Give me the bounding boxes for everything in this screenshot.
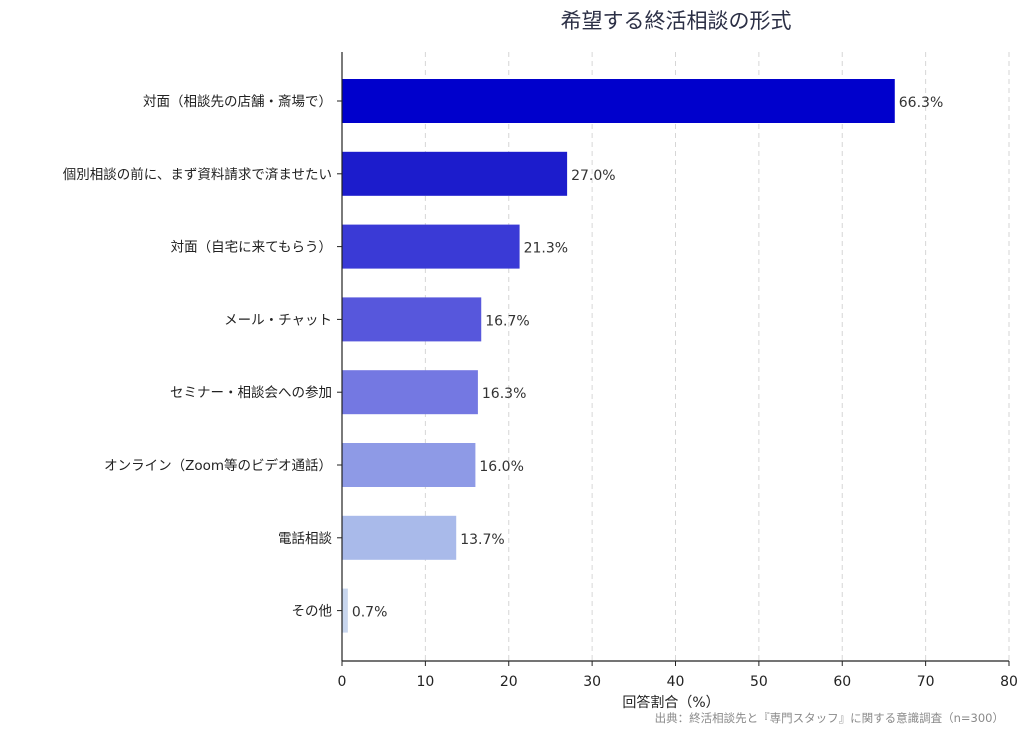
x-tick-label: 60	[833, 674, 851, 690]
x-tick-label: 80	[1000, 674, 1018, 690]
bar	[342, 515, 457, 560]
bar	[342, 588, 348, 633]
category-label: 個別相談の前に、まず資料請求で済ませたい	[63, 166, 332, 183]
value-label: 16.3%	[482, 386, 526, 402]
bar	[342, 79, 895, 123]
x-tick-label: 20	[500, 674, 518, 690]
source-note: 出典：終活相談先と『専門スタッフ』に関する意識調査（n=300）	[655, 711, 1004, 725]
value-label: 0.7%	[352, 605, 388, 621]
category-label: セミナー・相談会への参加	[170, 384, 332, 401]
value-labels: 66.3% 27.0% 21.3% 16.7% 16.3% 16.0% 13.7% 0.7%	[352, 95, 943, 621]
x-ticks: 0 10 20 30 40 50 60 70 80	[338, 661, 1018, 690]
value-label: 16.0%	[479, 459, 523, 475]
value-label: 16.7%	[485, 313, 529, 329]
x-tick-label: 50	[750, 674, 768, 690]
bar	[342, 370, 478, 415]
category-label: オンライン（Zoom等のビデオ通話）	[104, 457, 332, 474]
bar	[342, 297, 482, 342]
category-label: 電話相談	[278, 530, 332, 547]
value-label: 21.3%	[524, 241, 568, 257]
chart-title: 希望する終活相談の形式	[561, 9, 792, 33]
grid-lines	[424, 52, 1010, 661]
category-label: その他	[292, 604, 333, 620]
value-label: 13.7%	[460, 532, 504, 548]
x-tick-label: 40	[667, 674, 685, 690]
category-labels: 対面（相談先の店舗・斎場で） 個別相談の前に、まず資料請求で済ませたい対面（自宅に…	[63, 93, 342, 620]
bar	[342, 151, 568, 196]
bars	[342, 79, 895, 633]
value-label: 66.3%	[899, 95, 943, 111]
category-label: メール・チャット	[224, 312, 332, 328]
x-axis-label: 回答割合（%）	[622, 694, 719, 711]
category-label: 対面（自宅に来てもらう）	[171, 240, 332, 256]
x-tick-label: 70	[917, 674, 935, 690]
bar	[342, 224, 520, 269]
x-tick-label: 30	[583, 674, 601, 690]
category-label: 対面（相談先の店舗・斎場で）	[143, 93, 332, 110]
bar	[342, 443, 476, 487]
x-tick-label: 10	[416, 674, 434, 690]
x-tick-label: 0	[338, 674, 347, 690]
value-label: 27.0%	[571, 168, 615, 184]
